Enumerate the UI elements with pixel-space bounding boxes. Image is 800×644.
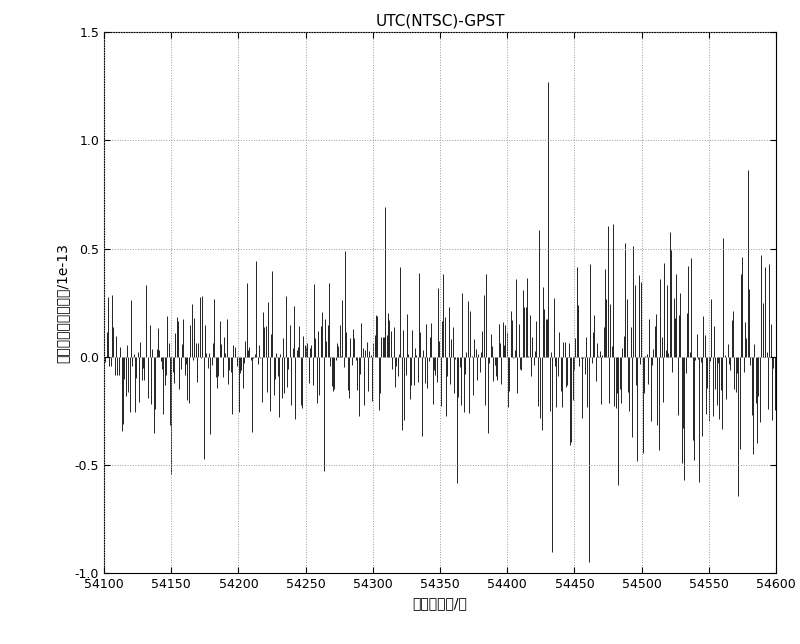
Title: UTC(NTSC)-GPST: UTC(NTSC)-GPST bbox=[375, 14, 505, 28]
Y-axis label: 时间偏差的一阶差分/1e-13: 时间偏差的一阶差分/1e-13 bbox=[55, 243, 69, 363]
X-axis label: 约化傘略历/天: 约化傘略历/天 bbox=[413, 596, 467, 611]
